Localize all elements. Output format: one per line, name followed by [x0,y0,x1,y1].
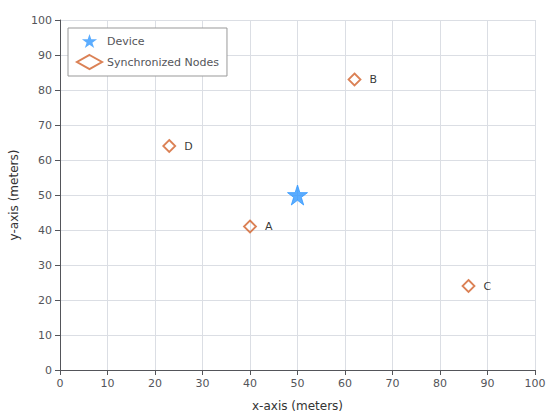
svg-text:0: 0 [57,377,64,390]
svg-text:Device: Device [107,35,145,48]
svg-text:B: B [369,73,377,86]
svg-text:30: 30 [196,377,210,390]
svg-text:100: 100 [525,377,546,390]
svg-text:60: 60 [38,154,52,167]
svg-text:80: 80 [38,84,52,97]
svg-text:100: 100 [31,14,52,27]
svg-text:40: 40 [38,224,52,237]
svg-text:y-axis (meters): y-axis (meters) [7,150,21,241]
svg-text:90: 90 [38,49,52,62]
svg-text:80: 80 [433,377,447,390]
svg-text:30: 30 [38,259,52,272]
svg-text:Synchronized Nodes: Synchronized Nodes [107,56,219,69]
svg-text:50: 50 [38,189,52,202]
svg-text:D: D [184,140,192,153]
svg-text:90: 90 [481,377,495,390]
svg-text:C: C [483,280,491,293]
svg-text:70: 70 [386,377,400,390]
svg-text:40: 40 [243,377,257,390]
svg-text:0: 0 [45,364,52,377]
svg-text:70: 70 [38,119,52,132]
svg-text:A: A [265,220,273,233]
svg-text:20: 20 [148,377,162,390]
svg-text:20: 20 [38,294,52,307]
svg-text:x-axis (meters): x-axis (meters) [252,399,343,413]
svg-text:60: 60 [338,377,352,390]
svg-text:10: 10 [38,329,52,342]
svg-text:50: 50 [291,377,305,390]
svg-text:10: 10 [101,377,115,390]
